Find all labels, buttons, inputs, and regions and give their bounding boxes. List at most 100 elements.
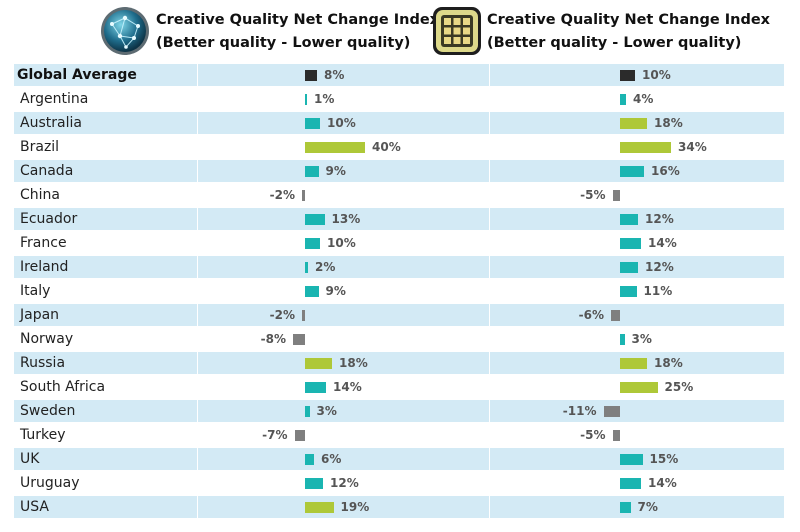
table-row: Sweden 3% -11% bbox=[0, 399, 800, 423]
data-label: 18% bbox=[654, 356, 683, 370]
row-background bbox=[198, 400, 489, 422]
category-label: Ecuador bbox=[20, 211, 78, 227]
data-label: 16% bbox=[651, 164, 680, 178]
data-label: 11% bbox=[643, 284, 673, 298]
category-label: Global Average bbox=[17, 67, 137, 83]
row-background bbox=[490, 184, 784, 206]
row-background bbox=[198, 328, 489, 350]
data-label: 18% bbox=[339, 356, 368, 370]
data-label: 6% bbox=[321, 452, 342, 466]
bar-mark bbox=[620, 478, 641, 489]
bar-mark bbox=[305, 142, 365, 153]
bar-mark bbox=[305, 286, 319, 297]
table-row: Japan -2% -6% bbox=[0, 303, 800, 327]
category-label: France bbox=[20, 235, 67, 251]
bar-mark bbox=[293, 334, 305, 345]
chart-title-line2: (Better quality - Lower quality) bbox=[487, 35, 742, 51]
row-background bbox=[14, 472, 197, 494]
table-row: USA 19% 7% bbox=[0, 495, 800, 519]
bar-mark bbox=[620, 502, 631, 513]
category-label: UK bbox=[20, 451, 40, 467]
category-label: Ireland bbox=[20, 259, 69, 275]
row-background bbox=[198, 352, 489, 374]
data-label: 4% bbox=[633, 92, 654, 106]
category-label: Sweden bbox=[20, 403, 76, 419]
data-label: -5% bbox=[580, 188, 606, 202]
bar-mark bbox=[620, 454, 643, 465]
row-background bbox=[198, 376, 489, 398]
row-background bbox=[14, 448, 197, 470]
row-background bbox=[198, 160, 489, 182]
row-background bbox=[198, 448, 489, 470]
data-label: 2% bbox=[315, 260, 336, 274]
row-background bbox=[14, 400, 197, 422]
category-label: Brazil bbox=[20, 139, 60, 155]
bar-mark bbox=[305, 406, 310, 417]
row-background bbox=[14, 424, 197, 446]
data-label: 3% bbox=[631, 332, 652, 346]
row-background bbox=[14, 304, 197, 326]
bar-mark bbox=[620, 118, 647, 129]
table-row: Turkey -7% -5% bbox=[0, 423, 800, 447]
chart-title-line2: (Better quality - Lower quality) bbox=[156, 35, 411, 51]
row-background bbox=[198, 256, 489, 278]
table-row: China -2% -5% bbox=[0, 183, 800, 207]
row-background bbox=[198, 280, 489, 302]
row-background bbox=[490, 64, 784, 86]
data-label: 12% bbox=[645, 212, 674, 226]
data-label: 10% bbox=[327, 116, 356, 130]
category-label: Argentina bbox=[20, 91, 89, 107]
row-background bbox=[198, 112, 489, 134]
bar-mark bbox=[620, 142, 671, 153]
category-label: Turkey bbox=[20, 427, 66, 443]
table-row: Australia 10% 18% bbox=[0, 111, 800, 135]
row-background bbox=[198, 304, 489, 326]
data-label: 1% bbox=[314, 92, 335, 106]
table-row: Ecuador 13% 12% bbox=[0, 207, 800, 231]
row-background bbox=[14, 160, 197, 182]
data-label: -5% bbox=[580, 428, 606, 442]
row-background bbox=[14, 184, 197, 206]
row-background bbox=[14, 328, 197, 350]
data-label: 14% bbox=[648, 236, 677, 250]
table-row: Russia 18% 18% bbox=[0, 351, 800, 375]
row-background bbox=[198, 472, 489, 494]
row-background bbox=[490, 496, 784, 518]
row-background bbox=[490, 424, 784, 446]
bar-mark bbox=[294, 430, 305, 441]
table-row: South Africa 14% 25% bbox=[0, 375, 800, 399]
row-background bbox=[14, 88, 197, 110]
data-label: 3% bbox=[316, 404, 337, 418]
data-label: 40% bbox=[372, 140, 401, 154]
category-label: China bbox=[20, 187, 60, 203]
row-background bbox=[198, 424, 489, 446]
data-label: 12% bbox=[645, 260, 674, 274]
bar-mark bbox=[302, 310, 305, 321]
bar-mark bbox=[305, 382, 326, 393]
bar-mark bbox=[305, 238, 320, 249]
bar-mark bbox=[305, 454, 314, 465]
row-background bbox=[198, 232, 489, 254]
table-row: Italy 9% 11% bbox=[0, 279, 800, 303]
bar-mark bbox=[612, 430, 620, 441]
row-background bbox=[14, 208, 197, 230]
row-background bbox=[490, 304, 784, 326]
table-row: Ireland 2% 12% bbox=[0, 255, 800, 279]
data-label: 10% bbox=[642, 68, 671, 82]
row-background bbox=[14, 136, 197, 158]
data-label: 9% bbox=[325, 284, 346, 298]
row-background bbox=[14, 496, 197, 518]
data-label: 7% bbox=[637, 500, 658, 514]
data-label: 14% bbox=[648, 476, 677, 490]
data-label: 25% bbox=[664, 380, 694, 394]
bar-mark bbox=[620, 238, 641, 249]
category-label: Italy bbox=[20, 283, 51, 299]
row-background bbox=[490, 280, 784, 302]
row-background bbox=[490, 328, 784, 350]
table-row: Canada 9% 16% bbox=[0, 159, 800, 183]
row-background bbox=[490, 400, 784, 422]
category-label: Norway bbox=[20, 331, 74, 347]
table-row: Norway -8% 3% bbox=[0, 327, 800, 351]
data-label: 10% bbox=[327, 236, 356, 250]
data-label: 9% bbox=[325, 164, 346, 178]
